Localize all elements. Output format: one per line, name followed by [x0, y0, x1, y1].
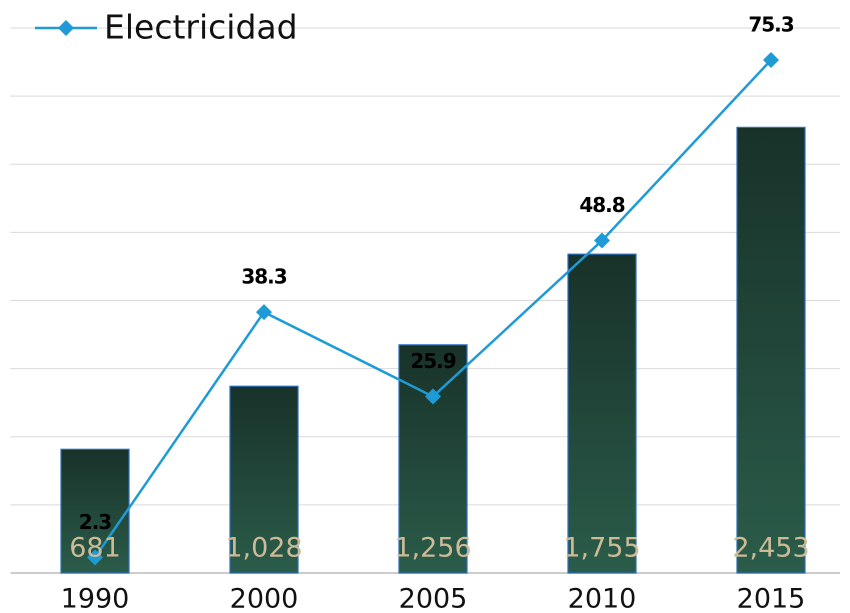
bar [229, 385, 299, 574]
line-value-label: 2.3 [79, 510, 112, 534]
line-value-label: 38.3 [241, 265, 286, 289]
bar-value-label: 1,256 [394, 533, 471, 564]
x-tick-label: 2015 [737, 584, 806, 613]
line-marker [87, 549, 103, 566]
bar-value-label: 1,755 [563, 533, 640, 564]
legend-marker [58, 20, 74, 36]
line-marker [256, 304, 272, 321]
x-tick-label: 2010 [568, 584, 637, 613]
line-value-label: 25.9 [410, 349, 455, 373]
bar-value-label: 2,453 [732, 533, 809, 564]
bar [736, 126, 806, 574]
x-tick-label: 1990 [61, 584, 130, 613]
line-marker [763, 52, 779, 69]
x-tick-label: 2000 [230, 584, 299, 613]
bar-value-label: 681 [69, 533, 121, 564]
bar [398, 344, 468, 574]
bar-value-label: 1,028 [225, 533, 302, 564]
line-marker [425, 388, 441, 405]
line-marker [594, 232, 610, 249]
bar [567, 253, 637, 574]
line-value-label: 48.8 [579, 193, 624, 217]
line-value-label: 75.3 [748, 13, 793, 37]
x-tick-label: 2005 [399, 584, 468, 613]
legend-label: Electricidad [104, 8, 298, 47]
